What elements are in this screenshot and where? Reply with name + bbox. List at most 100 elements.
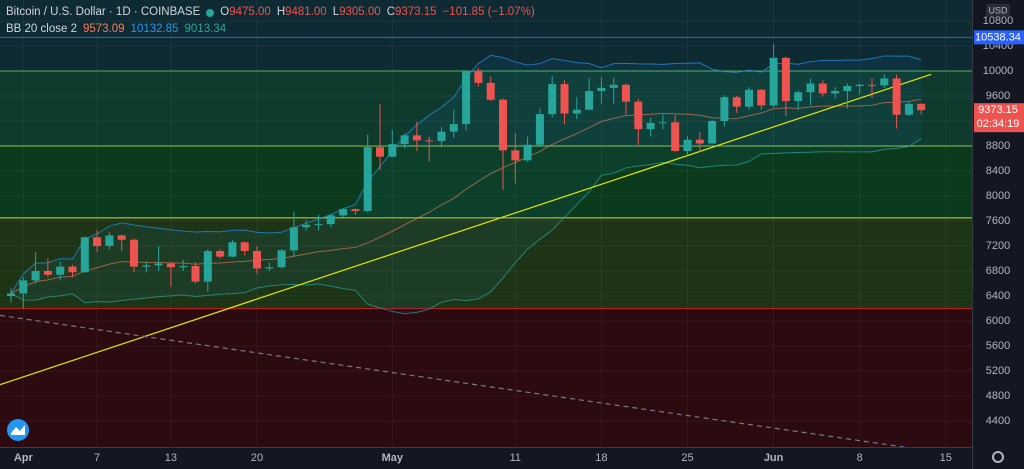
x-tick-label: 8 — [857, 452, 863, 464]
candle-body — [326, 215, 335, 225]
candle-body — [806, 83, 815, 93]
ohlc-field: C9373.15 — [387, 4, 437, 21]
candle-body — [548, 84, 557, 115]
candle-body — [56, 266, 65, 275]
ohlc-value: 9373.15 — [395, 6, 437, 18]
candle-body — [757, 89, 766, 106]
candle-body — [253, 251, 261, 269]
candle-body — [904, 103, 913, 115]
bollinger-lower — [10, 138, 922, 315]
candle-body — [130, 239, 138, 267]
y-tick-label: 5200 — [986, 365, 1010, 377]
candle-body — [769, 57, 778, 106]
candle-body — [486, 82, 495, 100]
candle-body — [19, 280, 28, 294]
symbol: Bitcoin / U.S. Dollar · 1D · COINBASE — [6, 6, 201, 18]
candle-body — [43, 271, 52, 275]
candle-body — [437, 131, 446, 141]
candle-body — [523, 144, 532, 161]
candle-body — [511, 150, 520, 161]
trendline — [0, 73, 932, 386]
candle-body — [216, 251, 225, 257]
candle-body — [412, 135, 421, 141]
x-tick-label: 18 — [595, 452, 607, 464]
price-axis — [972, 0, 1024, 469]
candle-body — [363, 147, 372, 211]
candle-body — [658, 122, 667, 124]
candle-body — [708, 121, 717, 144]
candle-body — [376, 147, 384, 157]
ohlc-key: O — [220, 6, 230, 18]
candle-body — [597, 87, 606, 91]
settings-icon[interactable] — [992, 451, 1004, 463]
candle-body — [265, 267, 274, 269]
candle-body — [80, 237, 89, 273]
bollinger-fill — [11, 55, 922, 314]
candle-body — [142, 265, 151, 267]
ohlc-field: O9475.00 — [220, 4, 271, 21]
y-tick-label: 4800 — [986, 390, 1010, 402]
change: −101.85 (−1.07%) — [442, 6, 535, 18]
candle-body — [560, 84, 569, 114]
bottom-axis — [0, 447, 972, 469]
bollinger-middle — [10, 98, 922, 294]
currency: USD — [988, 5, 1008, 15]
candle-body — [93, 237, 102, 246]
x-tick-label: 13 — [165, 452, 177, 464]
y-tick-label: 9600 — [986, 90, 1010, 102]
candle-body — [585, 91, 594, 110]
indicator-value: 9013.34 — [184, 23, 227, 35]
ohlc-field: H9481.00 — [277, 4, 327, 21]
x-tick-label: May — [382, 452, 404, 464]
candle-body — [7, 293, 15, 296]
zone — [0, 217, 972, 309]
y-tick-label: 4400 — [986, 415, 1010, 427]
candle-body — [646, 122, 655, 130]
x-tick-label: 11 — [510, 452, 521, 464]
candle-body — [880, 78, 889, 86]
candle-body — [781, 57, 790, 101]
x-tick-label: 20 — [251, 452, 263, 464]
candle-body — [462, 71, 471, 125]
candle-body — [622, 84, 630, 102]
y-tick-label: 8400 — [986, 165, 1010, 177]
candle-body — [892, 78, 901, 115]
candle-body — [535, 114, 544, 145]
x-tick-label: Apr — [14, 452, 34, 464]
ohlc-key: L — [332, 6, 340, 18]
ohlc-value: 9481.00 — [285, 6, 327, 18]
y-tick-label: 7600 — [986, 215, 1010, 227]
candle-body — [474, 71, 483, 83]
x-tick-label: 7 — [94, 452, 100, 464]
x-tick-label: Jun — [764, 452, 784, 464]
candle-body — [166, 263, 175, 268]
candle-body — [68, 266, 77, 273]
candle-body — [794, 92, 803, 101]
candle-body — [117, 235, 126, 240]
candle-body — [683, 139, 692, 151]
y-tick-label: 6000 — [986, 315, 1010, 327]
x-tick-label: 25 — [681, 452, 693, 464]
candle-body — [732, 97, 741, 107]
candle-body — [388, 144, 397, 157]
candle-body — [499, 99, 507, 151]
price-line-label: 10538.34 — [975, 31, 1021, 43]
x-tick-label: 15 — [940, 452, 952, 464]
currency-box — [986, 4, 1010, 17]
candle-body — [339, 209, 348, 216]
candle-body — [277, 250, 286, 268]
candle-body — [634, 101, 643, 130]
candle-body — [818, 83, 827, 94]
ohlc-key: H — [276, 6, 286, 18]
candle-body — [400, 135, 409, 145]
ohlc-key: C — [386, 6, 395, 18]
candle-body — [609, 84, 618, 88]
countdown-label: 02:34:19 — [977, 118, 1020, 130]
candle-body — [351, 209, 360, 211]
candle-body — [240, 242, 249, 251]
y-tick-label: 5600 — [986, 340, 1010, 352]
indicator-value: 10132.85 — [130, 23, 179, 35]
price-line-label-box — [974, 30, 1024, 45]
